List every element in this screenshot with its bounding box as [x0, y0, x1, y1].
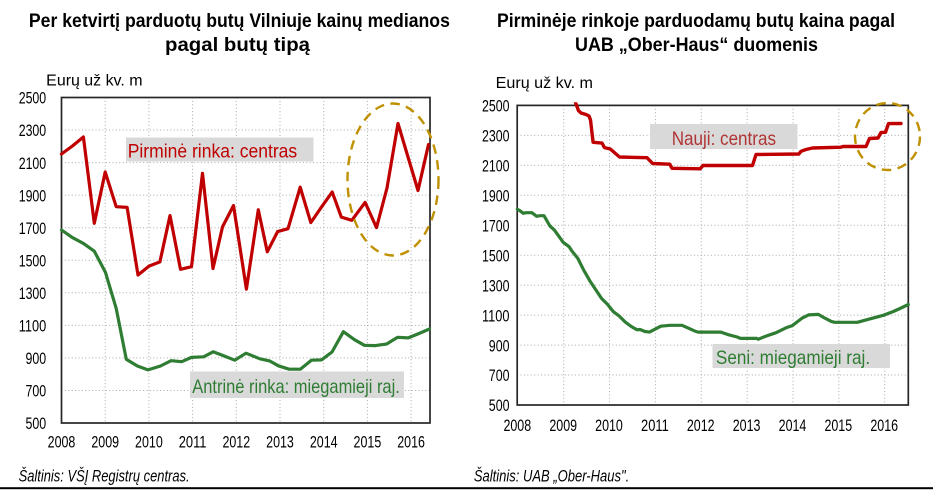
- svg-text:2014: 2014: [310, 433, 338, 452]
- svg-text:Nauji: centras: Nauji: centras: [672, 128, 777, 150]
- svg-text:2013: 2013: [266, 433, 294, 452]
- svg-text:1700: 1700: [19, 219, 47, 238]
- svg-text:2012: 2012: [687, 416, 715, 435]
- svg-text:Šaltinis: UAB „Ober-Haus".: Šaltinis: UAB „Ober-Haus".: [474, 467, 629, 486]
- svg-text:2009: 2009: [91, 433, 119, 452]
- svg-text:2010: 2010: [595, 416, 623, 435]
- svg-text:2100: 2100: [19, 154, 47, 173]
- svg-text:pagal butų tipą: pagal butų tipą: [165, 34, 310, 56]
- svg-text:1100: 1100: [482, 306, 510, 325]
- svg-text:900: 900: [489, 336, 510, 355]
- svg-text:Pirminė rinka: centras: Pirminė rinka: centras: [128, 141, 298, 163]
- svg-text:1300: 1300: [19, 284, 47, 303]
- svg-text:2016: 2016: [870, 416, 898, 435]
- svg-text:2300: 2300: [482, 127, 510, 146]
- svg-text:2010: 2010: [135, 433, 163, 452]
- svg-text:Seni: miegamieji raj.: Seni: miegamieji raj.: [716, 347, 870, 369]
- svg-text:Antrinė rinka: miegamieji raj.: Antrinė rinka: miegamieji raj.: [192, 376, 399, 398]
- svg-text:1700: 1700: [482, 216, 510, 235]
- svg-text:500: 500: [26, 414, 47, 433]
- svg-text:2500: 2500: [19, 89, 47, 108]
- svg-text:500: 500: [489, 396, 510, 415]
- svg-text:Per ketvirtį parduotų butų Vil: Per ketvirtį parduotų butų Vilniuje kain…: [29, 10, 450, 32]
- svg-text:2016: 2016: [397, 433, 425, 452]
- svg-text:2500: 2500: [482, 97, 510, 116]
- svg-text:2300: 2300: [19, 121, 47, 140]
- svg-text:1900: 1900: [482, 187, 510, 206]
- svg-text:Eurų už kv. m: Eurų už kv. m: [496, 75, 593, 92]
- svg-text:1500: 1500: [482, 246, 510, 265]
- svg-text:700: 700: [489, 366, 510, 385]
- svg-text:2011: 2011: [179, 433, 207, 452]
- svg-text:2011: 2011: [641, 416, 669, 435]
- svg-text:2100: 2100: [482, 157, 510, 176]
- svg-text:2013: 2013: [733, 416, 761, 435]
- svg-text:2009: 2009: [549, 416, 577, 435]
- svg-text:2015: 2015: [354, 433, 382, 452]
- svg-text:1300: 1300: [482, 276, 510, 295]
- svg-text:1500: 1500: [19, 251, 47, 270]
- svg-text:700: 700: [26, 382, 47, 401]
- svg-text:2008: 2008: [48, 433, 76, 452]
- svg-text:2008: 2008: [503, 416, 531, 435]
- svg-text:1100: 1100: [19, 317, 47, 336]
- svg-text:Šaltinis: VŠĮ Registrų centras: Šaltinis: VŠĮ Registrų centras.: [19, 467, 190, 486]
- svg-text:900: 900: [26, 349, 47, 368]
- svg-text:2012: 2012: [222, 433, 250, 452]
- svg-text:2015: 2015: [824, 416, 852, 435]
- svg-text:Eurų už kv. m: Eurų už kv. m: [46, 73, 142, 90]
- svg-text:Pirminėje rinkoje parduodamų b: Pirminėje rinkoje parduodamų butų kaina …: [497, 10, 895, 32]
- svg-text:1900: 1900: [19, 186, 47, 205]
- svg-text:2014: 2014: [779, 416, 807, 435]
- svg-text:UAB „Ober-Haus“ duomenis: UAB „Ober-Haus“ duomenis: [575, 34, 818, 56]
